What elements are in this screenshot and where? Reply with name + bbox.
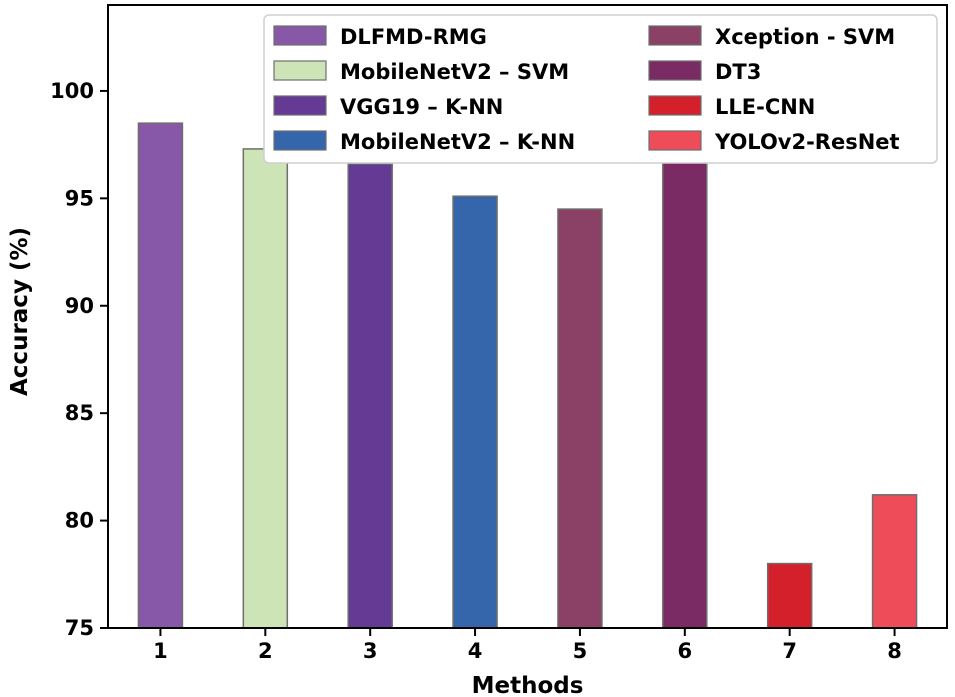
legend-label: LLE-CNN: [715, 95, 815, 119]
x-tick-label: 4: [468, 639, 483, 663]
legend: DLFMD-RMG MobileNetV2 – SVM VGG19 – K-NN Mo…: [263, 14, 938, 164]
x-tick-label: 6: [678, 639, 693, 663]
x-tick-label: 1: [153, 639, 168, 663]
plot-frame: [107, 4, 948, 629]
legend-swatch: [273, 95, 327, 116]
bar-2: [242, 148, 289, 629]
legend-label: YOLOv2-ResNet: [714, 130, 900, 154]
legend-swatch: [648, 60, 702, 81]
bar-3: [347, 163, 393, 629]
y-tick-label: 85: [65, 401, 94, 425]
y-tick-label: 80: [65, 509, 94, 533]
y-tick-label: 75: [65, 616, 94, 640]
legend-box: [263, 14, 938, 164]
legend-label: DT3: [715, 60, 761, 84]
legend-label: MobileNetV2 – SVM: [340, 60, 569, 84]
legend-label: MobileNetV2 – K-NN: [340, 130, 575, 154]
x-axis-label: Methods: [472, 673, 584, 697]
x-tick-label: 3: [363, 639, 378, 663]
legend-label: VGG19 – K-NN: [340, 95, 503, 119]
x-axis-ticks: 1 2 3 4 5 6 7 8: [153, 628, 902, 663]
y-tick-label: 100: [50, 79, 94, 103]
x-tick-label: 8: [887, 639, 902, 663]
y-tick-label: 90: [65, 294, 94, 318]
y-tick-label: 95: [65, 186, 94, 210]
legend-swatch: [273, 60, 327, 81]
y-axis-ticks: 75 80 85 90 95 100: [50, 79, 108, 640]
bar-8: [871, 494, 918, 629]
bar-4: [452, 195, 498, 629]
bars: [137, 122, 918, 629]
legend-swatch: [273, 130, 327, 151]
legend-label: DLFMD-RMG: [340, 25, 487, 49]
legend-swatch: [273, 25, 327, 46]
legend-swatch: [648, 25, 702, 46]
x-tick-label: 2: [258, 639, 273, 663]
legend-swatch: [648, 95, 702, 116]
bar-6: [662, 156, 708, 629]
x-tick-label: 7: [782, 639, 797, 663]
bar-5: [557, 208, 603, 629]
bar-7: [766, 562, 813, 629]
y-axis-label: Accuracy (%): [7, 227, 33, 396]
legend-swatch: [648, 130, 702, 151]
x-tick-label: 5: [573, 639, 588, 663]
legend-label: Xception - SVM: [715, 25, 895, 49]
bar-1: [137, 122, 184, 629]
